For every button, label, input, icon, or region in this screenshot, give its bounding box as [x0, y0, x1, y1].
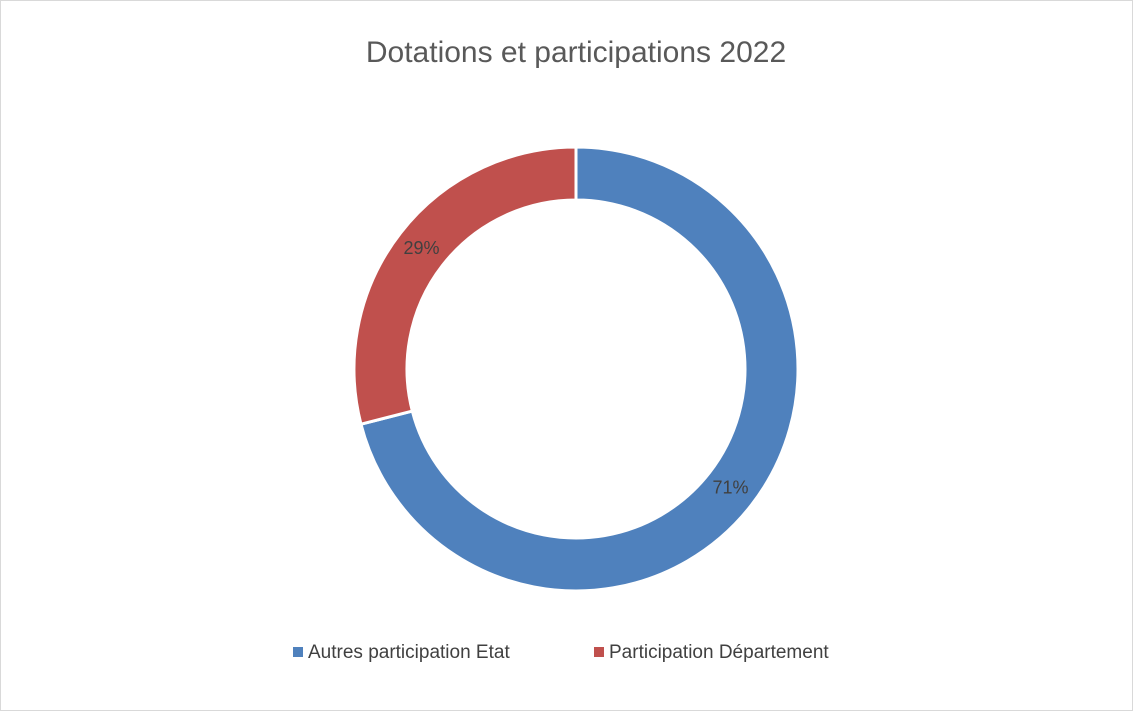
- chart-title: Dotations et participations 2022: [366, 36, 786, 69]
- data-label: 71%: [712, 478, 748, 498]
- legend-swatch: [293, 647, 303, 657]
- legend-label: Autres participation Etat: [308, 642, 510, 663]
- donut-slice: [359, 145, 800, 593]
- legend-swatch: [594, 647, 604, 657]
- data-label: 29%: [404, 238, 440, 258]
- donut-slice: [352, 145, 578, 427]
- legend-label: Participation Département: [609, 642, 829, 663]
